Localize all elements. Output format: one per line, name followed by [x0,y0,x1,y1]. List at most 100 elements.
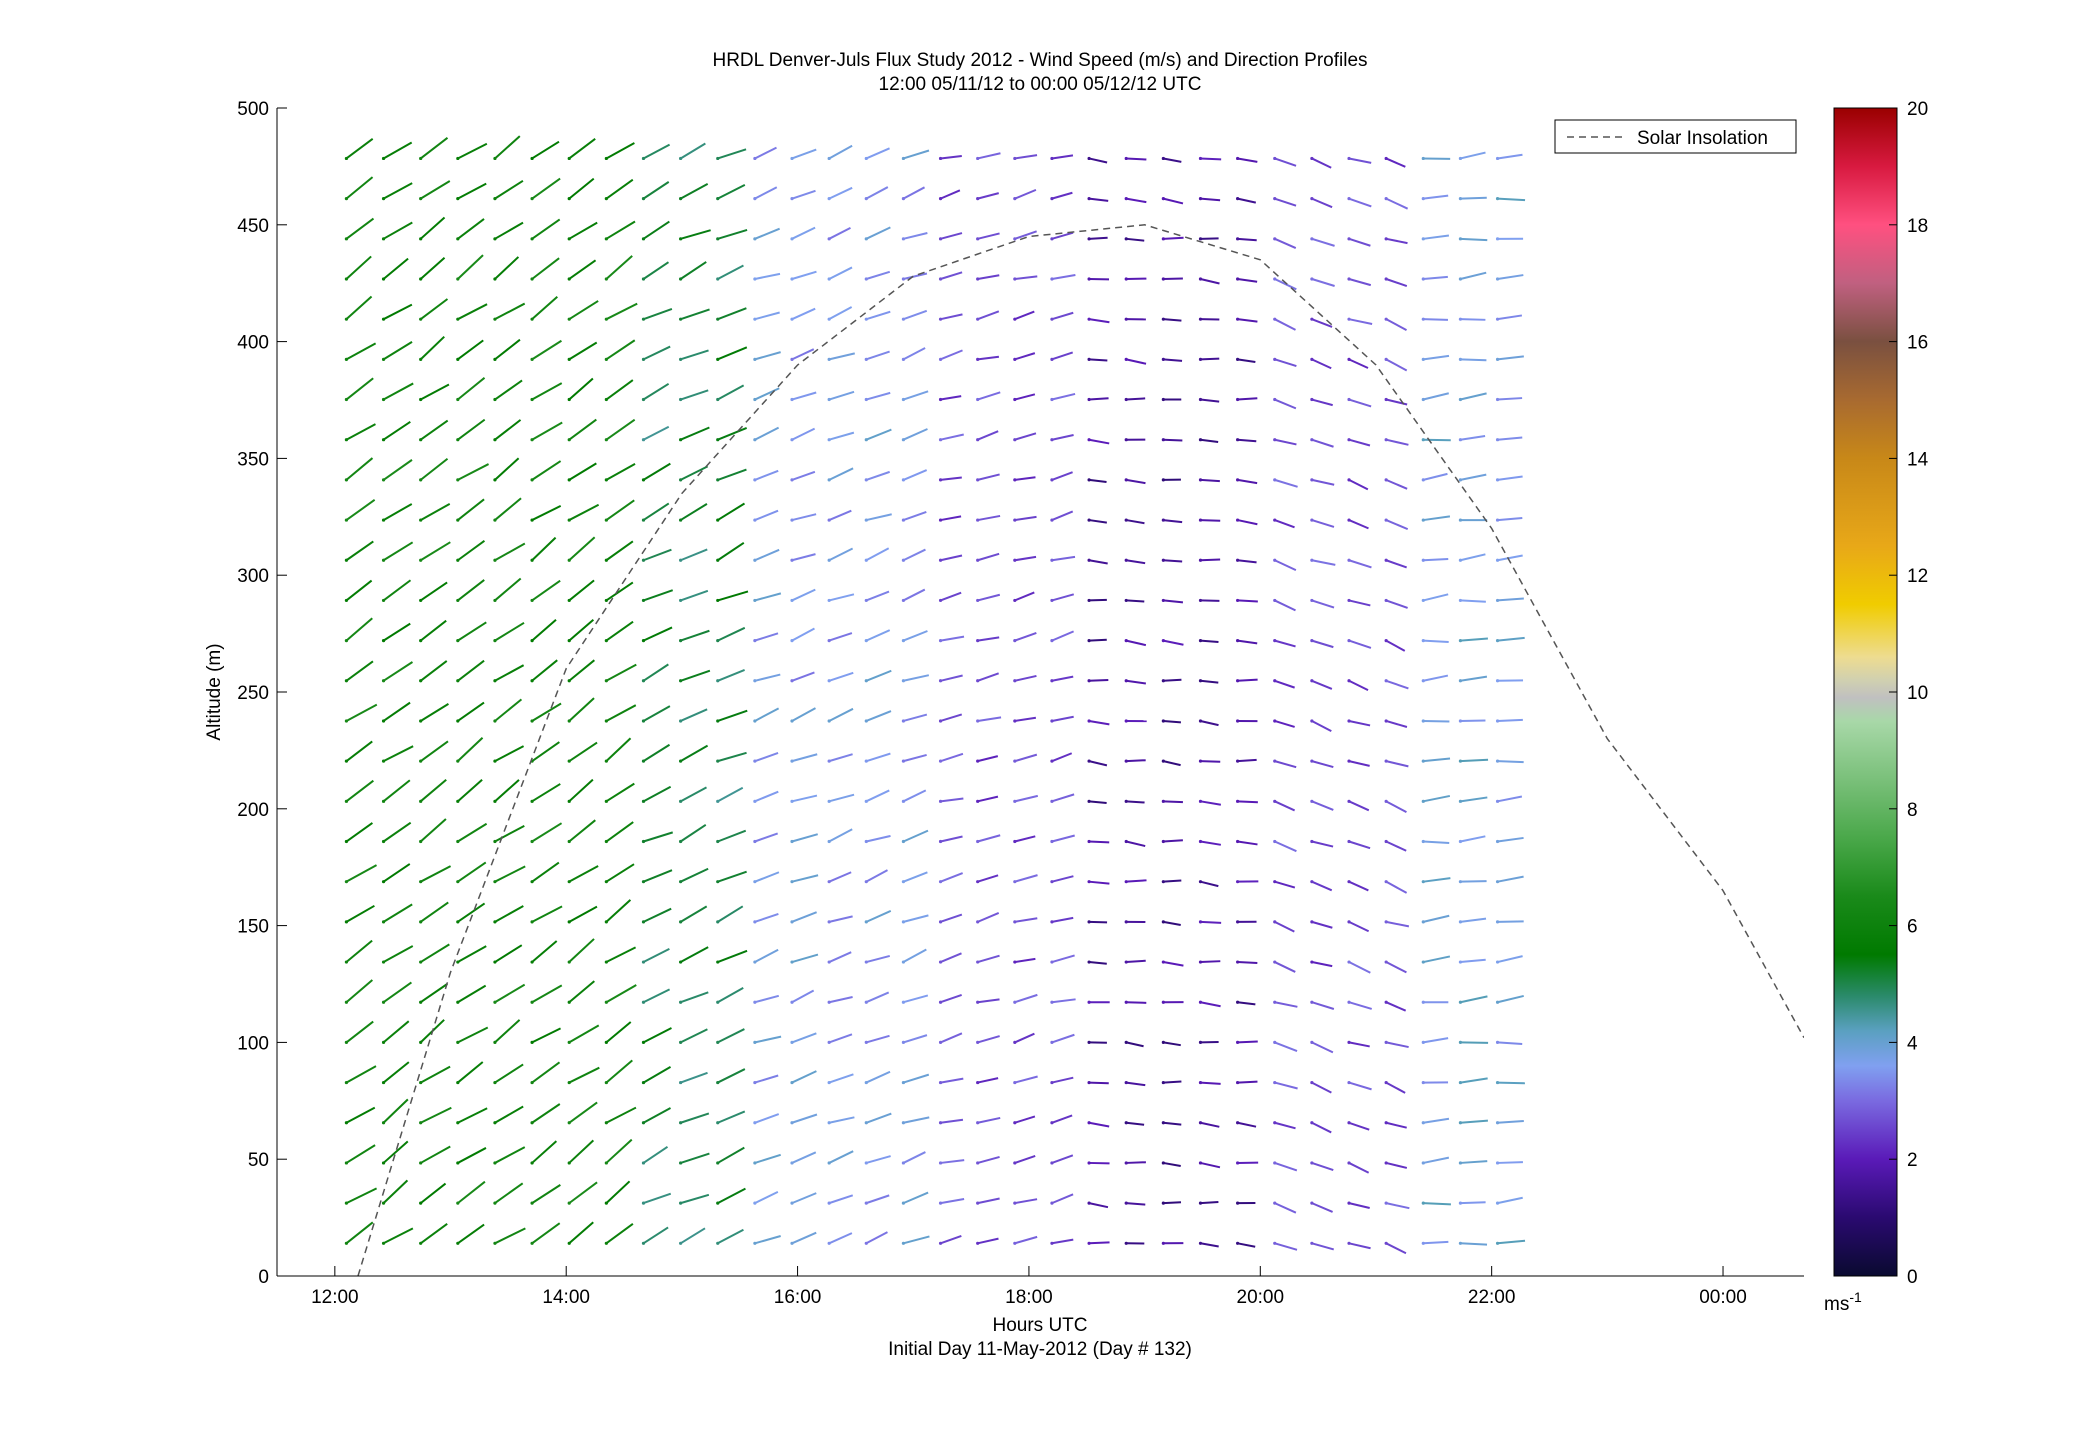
wind-arrow [1460,239,1487,240]
wind-arrow-head [1125,438,1128,441]
wind-arrow-head [865,559,868,562]
wind-arrow-head [1459,840,1462,843]
wind-arrow [1163,560,1182,561]
wind-arrow-head [1013,1242,1016,1245]
wind-arrow-head [902,318,905,321]
wind-arrow-head [939,559,942,562]
wind-arrow-head [902,438,905,441]
wind-arrow-head [753,478,756,481]
wind-arrow-head [345,559,348,562]
wind-arrow-head [679,719,682,722]
wind-arrow-head [1199,1121,1202,1124]
wind-arrow-head [493,518,496,521]
wind-arrow-head [456,1202,459,1205]
wind-arrow-head [1273,679,1276,682]
wind-arrow-head [568,1001,571,1004]
wind-arrow-head [1236,559,1239,562]
wind-arrow-head [1422,197,1425,200]
wind-arrow-head [530,960,533,963]
wind-arrow-head [642,840,645,843]
wind-arrow-head [605,438,608,441]
wind-arrow-head [1236,318,1239,321]
wind-arrow-head [1162,157,1165,160]
wind-arrow-head [530,840,533,843]
wind-arrow-head [419,1081,422,1084]
wind-arrow-head [456,840,459,843]
wind-arrow-head [1496,318,1499,321]
wind-arrow [1126,1002,1146,1003]
wind-arrow-head [382,277,385,280]
wind-arrow-head [1162,358,1165,361]
wind-arrow-head [1087,599,1090,602]
wind-arrow-head [1087,157,1090,160]
wind-arrow-head [1459,197,1462,200]
wind-arrow-head [939,1081,942,1084]
wind-arrow-head [1013,920,1016,923]
wind-arrow-head [865,1041,868,1044]
wind-arrow-head [1273,1001,1276,1004]
wind-arrow-head [419,760,422,763]
wind-arrow-head [493,800,496,803]
wind-arrow-head [419,398,422,401]
wind-arrow-head [1310,880,1313,883]
wind-arrow-head [1422,398,1425,401]
wind-arrow-head [976,880,979,883]
wind-arrow-head [345,318,348,321]
wind-arrow-head [419,1121,422,1124]
wind-arrow-head [1013,1202,1016,1205]
wind-arrow-head [1385,277,1388,280]
wind-arrow-head [1236,438,1239,441]
wind-arrow-head [939,920,942,923]
wind-arrow-head [716,237,719,240]
wind-arrow-head [1125,398,1128,401]
wind-arrow [1089,842,1109,843]
wind-arrow-head [1199,157,1202,160]
wind-arrow-head [1385,1081,1388,1084]
wind-arrow [1200,158,1221,159]
wind-arrow-head [530,920,533,923]
wind-arrow-head [1236,1242,1239,1245]
wind-arrow-head [828,157,831,160]
wind-arrow-head [790,318,793,321]
wind-arrow-head [642,1161,645,1164]
wind-arrow-head [1087,358,1090,361]
wind-arrow-head [1422,518,1425,521]
wind-arrow-head [939,157,942,160]
wind-arrow-head [1013,960,1016,963]
wind-arrow-head [1087,1121,1090,1124]
wind-arrow-head [568,1081,571,1084]
wind-arrow-head [382,1242,385,1245]
wind-arrow-head [790,800,793,803]
wind-arrow-head [1013,438,1016,441]
wind-arrow-head [345,518,348,521]
wind-arrow-head [493,277,496,280]
wind-arrow-head [753,1161,756,1164]
wind-arrow [1200,641,1218,642]
wind-arrow-head [828,237,831,240]
wind-arrow-head [419,1202,422,1205]
wind-arrow-head [1385,719,1388,722]
wind-arrow [1163,238,1183,239]
wind-arrow-head [1422,1081,1425,1084]
wind-arrow-head [1013,760,1016,763]
wind-arrow-head [679,518,682,521]
wind-arrow-head [345,197,348,200]
wind-arrow-head [605,398,608,401]
wind-arrow-head [1347,157,1350,160]
wind-arrow-head [939,438,942,441]
wind-arrow-head [716,559,719,562]
y-tick-label: 150 [237,917,269,938]
wind-arrow-head [1199,1001,1202,1004]
wind-arrow-head [716,1202,719,1205]
wind-arrow-head [1422,800,1425,803]
wind-arrow [1089,600,1107,601]
wind-arrow-head [530,1081,533,1084]
wind-arrow-head [530,398,533,401]
wind-arrow-head [1496,840,1499,843]
wind-arrow-head [1087,518,1090,521]
wind-arrow-head [939,237,942,240]
wind-arrow-head [902,960,905,963]
wind-arrow-head [865,1202,868,1205]
wind-arrow-head [976,358,979,361]
